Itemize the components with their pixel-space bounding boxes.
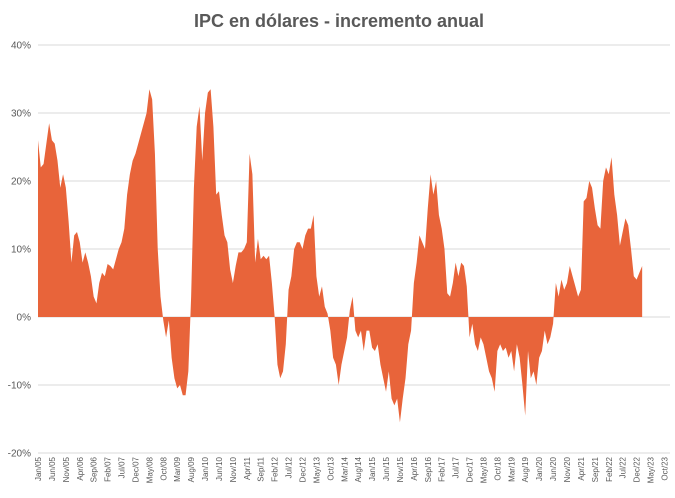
x-tick-label: Oct/08 [159, 456, 168, 480]
x-tick-label: Oct/18 [493, 456, 502, 480]
x-tick-label: Apr/16 [410, 456, 419, 480]
x-tick-label: Aug/19 [521, 456, 530, 482]
x-tick-label: Dec/17 [466, 456, 475, 482]
x-tick-label: Apr/11 [243, 456, 252, 480]
x-tick-label: Feb/22 [605, 456, 614, 481]
x-tick-label: Nov/15 [396, 456, 405, 482]
x-tick-label: Aug/14 [354, 456, 363, 482]
x-tick-label: Dec/12 [298, 456, 307, 482]
y-tick-label: 0% [17, 313, 32, 324]
x-tick-label: Jun/15 [382, 456, 391, 481]
x-tick-label: Sep/06 [90, 456, 99, 482]
x-tick-label: Jul/22 [619, 456, 628, 478]
x-tick-label: May/18 [479, 456, 488, 483]
x-tick-label: May/23 [647, 456, 656, 483]
x-tick-label: Oct/13 [326, 456, 335, 480]
y-tick-label: 20% [11, 177, 31, 188]
x-tick-label: Sep/16 [424, 456, 433, 482]
x-tick-label: Jul/07 [118, 456, 127, 478]
x-tick-label: May/13 [312, 456, 321, 483]
x-tick-label: Jun/05 [48, 456, 57, 481]
x-tick-label: Nov/20 [563, 456, 572, 482]
x-tick-label: Apr/06 [76, 456, 85, 480]
y-tick-label: 30% [11, 109, 31, 120]
x-tick-label: Jan/05 [34, 456, 43, 481]
y-tick-label: -20% [8, 449, 31, 460]
x-tick-label: May/08 [145, 456, 154, 483]
x-tick-label: Jun/10 [215, 456, 224, 481]
x-tick-label: Jul/17 [452, 456, 461, 478]
x-tick-label: Nov/05 [62, 456, 71, 482]
x-tick-label: Jul/12 [285, 456, 294, 478]
y-tick-label: 40% [11, 41, 31, 52]
x-tick-label: Jan/15 [368, 456, 377, 481]
y-axis: 40% 30% 20% 10% 0% -10% -20% [8, 41, 31, 460]
x-tick-label: Feb/07 [104, 456, 113, 481]
x-tick-label: Feb/17 [438, 456, 447, 481]
x-tick-label: Nov/10 [229, 456, 238, 482]
x-tick-label: Mar/14 [340, 456, 349, 481]
x-tick-label: Dec/07 [131, 456, 140, 482]
series-area-0 [38, 89, 643, 423]
x-tick-label: Sep/11 [257, 456, 266, 481]
x-tick-label: Mar/19 [507, 456, 516, 481]
series-area [38, 89, 643, 423]
x-tick-label: Feb/12 [271, 456, 280, 481]
x-axis: Jan/05 Jun/05 Nov/05 Apr/06 Sep/06 Feb/07 Jul/… [34, 456, 669, 483]
y-tick-label: -10% [8, 381, 31, 392]
x-tick-label: Aug/09 [187, 456, 196, 482]
chart-title: IPC en dólares - incremento anual [194, 11, 484, 31]
y-tick-label: 10% [11, 245, 31, 256]
x-tick-label: Dec/22 [633, 456, 642, 482]
x-tick-label: Oct/23 [660, 456, 669, 480]
x-tick-label: Jun/20 [549, 456, 558, 481]
x-tick-label: Sep/21 [591, 456, 600, 482]
x-tick-label: Jan/10 [201, 456, 210, 481]
x-tick-label: Mar/09 [173, 456, 182, 481]
x-tick-label: Apr/21 [577, 456, 586, 480]
x-tick-label: Jan/20 [535, 456, 544, 481]
